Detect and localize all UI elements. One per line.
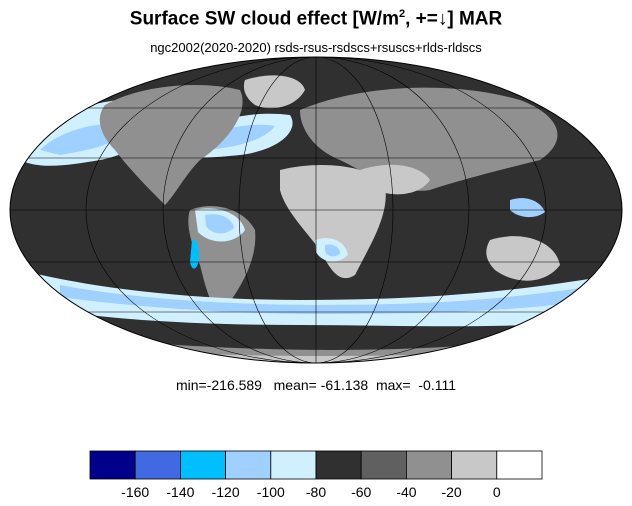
maritime-continent-cloud [510,198,545,218]
colorbar-swatch [134,450,181,480]
colorbar-swatch [270,450,317,480]
antarctica-interior [90,348,560,363]
colorbar-swatch [225,450,272,480]
colorbar-swatch [496,450,543,480]
colorbar-tick-label: -140 [166,484,194,500]
africa-land [280,165,386,279]
title-superscript: 2 [398,8,406,20]
map-subtitle: ngc2002(2020-2020) rsds-rsus-rsdscs+rsus… [150,40,482,55]
eurasia-land [300,87,558,191]
colorbar-tick-label: -160 [121,484,149,500]
colorbar-swatch [179,450,226,480]
map-title: Surface SW cloud effect [W/m2, +=↓] MAR [0,8,632,30]
greenland-land [243,75,305,109]
andes-cloud-strip [190,239,200,269]
colorbar-tick-label: -100 [257,484,285,500]
colorbar-swatch [405,450,452,480]
title-tail: , +=↓] MAR [405,8,503,30]
colorbar-swatch [451,450,498,480]
globe-outline [9,56,623,364]
colorbar-tick-label: -120 [212,484,240,500]
colorbar-swatch [360,450,407,480]
colorbar-swatch [89,450,136,480]
title-main: Surface SW cloud effect [W/m [129,8,399,30]
colorbar-tick-label: -80 [306,484,326,500]
central-africa-cloud-core [325,244,340,257]
southern-ocean-cloud-core [60,285,580,314]
graticule [10,57,622,363]
world-map [9,56,623,364]
colorbar-swatch [315,450,362,480]
middle-east-desert [360,164,430,195]
colorbar-tick-label: -40 [396,484,416,500]
colorbar-tick-label: 0 [493,484,501,500]
colorbar-tick-label: -60 [351,484,371,500]
australia-land [486,236,560,281]
stats-summary: min=-216.589 mean= -61.138 max= -0.111 [175,377,457,393]
colorbar-tick-label: -20 [441,484,461,500]
amazon-cloud-core [205,214,234,234]
